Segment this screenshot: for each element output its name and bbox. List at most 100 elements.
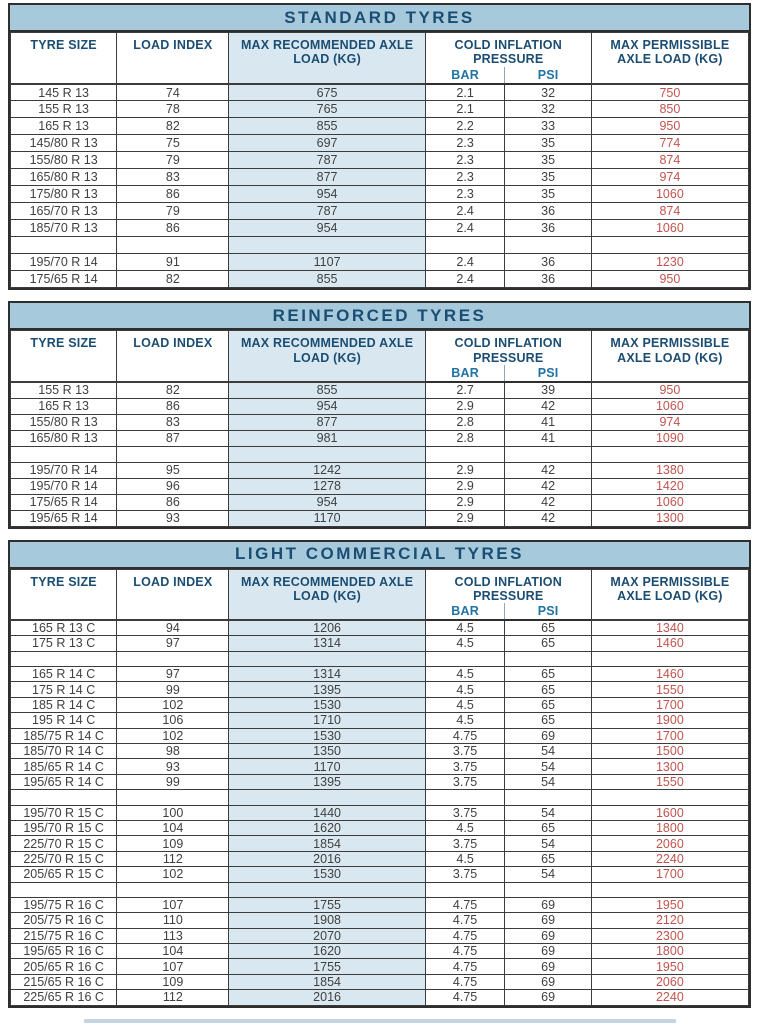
bar-cell: 4.5	[424, 619, 506, 637]
max-recommended-cell: 1854	[228, 835, 426, 852]
psi-cell: 69	[504, 727, 592, 744]
max-recommended-cell: 1242	[228, 461, 426, 479]
load-index-cell: 113	[116, 927, 230, 945]
load-index-cell: 86	[116, 493, 230, 511]
max-recommended-cell: 2016	[228, 850, 426, 868]
psi-cell: 42	[504, 397, 592, 415]
tyre-size-cell: 175 R 14 C	[9, 681, 118, 698]
bar-cell: 4.5	[424, 666, 506, 683]
bar-cell: 2.9	[424, 493, 506, 511]
max-recommended-cell: 877	[228, 413, 426, 431]
bar-cell: 3.75	[424, 758, 506, 775]
spacer-row	[9, 789, 750, 806]
max-recommended-cell	[228, 445, 426, 463]
psi-cell: 69	[504, 943, 592, 960]
tyre-size-cell: 215/65 R 16 C	[9, 973, 118, 991]
bar-cell: 4.75	[424, 896, 506, 914]
max-permissible-cell: 1300	[590, 509, 750, 527]
bar-cell: 2.4	[424, 270, 506, 289]
tyre-size-cell: 195/65 R 14 C	[9, 773, 118, 791]
max-permissible-cell: 950	[590, 117, 750, 136]
table-row: 195/65 R 14 C 99 1395 3.75 54 1550	[9, 773, 750, 791]
load-index-cell: 102	[116, 866, 230, 883]
psi-cell: 41	[504, 413, 592, 431]
load-index-cell: 86	[116, 219, 230, 238]
load-index-cell: 82	[116, 270, 230, 289]
psi-cell: 33	[504, 117, 592, 136]
load-index-cell: 107	[116, 896, 230, 914]
psi-cell: 69	[504, 958, 592, 975]
bar-cell: 4.75	[424, 989, 506, 1006]
max-permissible-cell: 774	[590, 134, 750, 153]
max-permissible-cell: 1230	[590, 253, 750, 272]
bar-cell: 3.75	[424, 742, 506, 760]
max-recommended-cell: 1854	[228, 973, 426, 991]
cold-inflation-header: COLD INFLATION PRESSURE	[424, 330, 592, 365]
bar-cell: 4.75	[424, 943, 506, 960]
load-index-cell: 83	[116, 413, 230, 431]
table-header: TYRE SIZE LOAD INDEX MAX RECOMMENDED AXL…	[9, 568, 750, 622]
psi-subheader: PSI	[504, 603, 592, 622]
max-permissible-cell: 1060	[590, 493, 750, 511]
table-row: 165 R 14 C 97 1314 4.5 65 1460	[9, 666, 750, 683]
max-recommended-cell: 1620	[228, 943, 426, 960]
max-permissible-cell: 1460	[590, 635, 750, 652]
psi-cell: 65	[504, 696, 592, 714]
max-recommended-cell: 954	[228, 219, 426, 238]
bar-cell: 2.9	[424, 397, 506, 415]
psi-cell: 42	[504, 493, 592, 511]
load-index-cell: 96	[116, 477, 230, 495]
max-permissible-cell: 1300	[590, 758, 750, 775]
standard-tyres-title: STANDARD TYRES	[10, 5, 749, 32]
bar-subheader: BAR	[424, 365, 506, 383]
load-index-cell	[116, 650, 230, 668]
table-row: 185 R 14 C 102 1530 4.5 65 1700	[9, 696, 750, 714]
max-permissible-cell	[590, 650, 750, 668]
tyre-size-cell: 195/75 R 16 C	[9, 896, 118, 914]
tyre-size-cell: 195/65 R 16 C	[9, 943, 118, 960]
tyre-size-cell: 195/70 R 15 C	[9, 819, 118, 837]
tyre-size-header: TYRE SIZE	[9, 330, 118, 384]
max-recommended-cell	[228, 881, 426, 898]
table-row: 225/65 R 16 C 112 2016 4.75 69 2240	[9, 989, 750, 1006]
max-permissible-cell	[590, 445, 750, 463]
tyre-size-cell: 185/65 R 14 C	[9, 758, 118, 775]
tyre-size-cell	[9, 789, 118, 806]
load-index-cell: 86	[116, 397, 230, 415]
max-permissible-cell: 1700	[590, 727, 750, 744]
load-index-cell: 93	[116, 758, 230, 775]
psi-cell: 35	[504, 185, 592, 204]
max-permissible-cell: 2300	[590, 927, 750, 945]
max-recommended-cell	[228, 789, 426, 806]
tyre-size-cell: 195/65 R 14	[9, 509, 118, 527]
bar-cell: 4.75	[424, 973, 506, 991]
psi-cell: 65	[504, 819, 592, 837]
max-permissible-cell: 950	[590, 381, 750, 399]
load-index-cell: 75	[116, 134, 230, 153]
psi-cell: 65	[504, 619, 592, 637]
load-index-cell: 109	[116, 835, 230, 852]
table-row: 175/80 R 13 86 954 2.3 35 1060	[9, 185, 750, 204]
tyre-size-cell: 215/75 R 16 C	[9, 927, 118, 945]
max-permissible-cell: 874	[590, 151, 750, 170]
load-index-cell: 104	[116, 819, 230, 837]
psi-cell: 36	[504, 253, 592, 272]
psi-cell: 35	[504, 168, 592, 187]
load-index-cell: 79	[116, 151, 230, 170]
psi-cell: 65	[504, 666, 592, 683]
tyre-size-cell: 165/80 R 13	[9, 429, 118, 447]
table-row: 165 R 13 86 954 2.9 42 1060	[9, 397, 750, 415]
load-index-cell: 100	[116, 804, 230, 821]
tyre-size-header: TYRE SIZE	[9, 31, 118, 85]
load-index-cell: 98	[116, 742, 230, 760]
max-permissible-cell: 1090	[590, 429, 750, 447]
load-index-cell: 109	[116, 973, 230, 991]
load-index-cell: 86	[116, 185, 230, 204]
max-recommended-cell: 855	[228, 381, 426, 399]
spacer-row	[9, 445, 750, 463]
standard-tyres-grid: TYRE SIZE LOAD INDEX MAX RECOMMENDED AXL…	[9, 31, 750, 289]
table-row: 195/65 R 14 93 1170 2.9 42 1300	[9, 509, 750, 527]
tyre-size-cell	[9, 236, 118, 255]
tyre-size-cell: 195/70 R 14	[9, 461, 118, 479]
max-recommended-cell: 1170	[228, 509, 426, 527]
